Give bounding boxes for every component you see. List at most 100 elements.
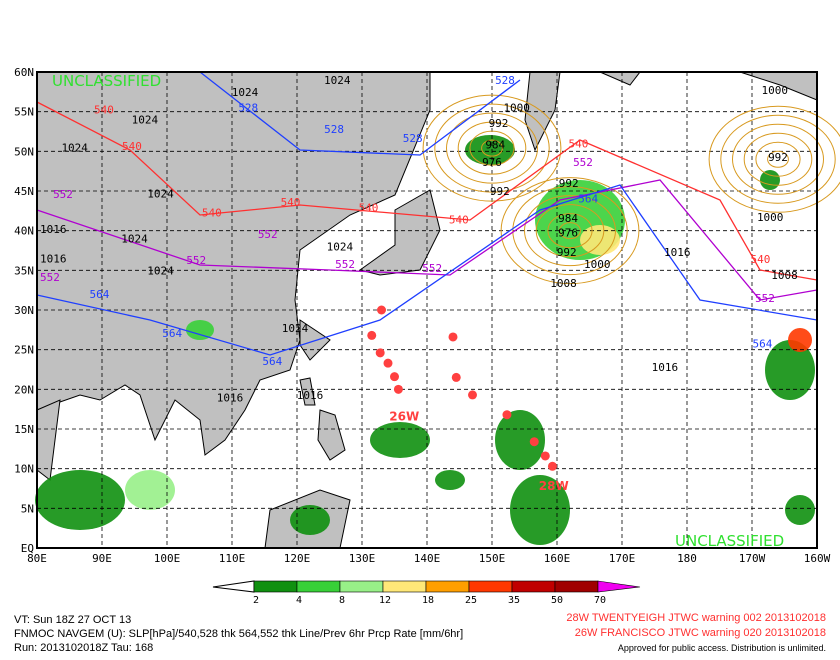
precip-area xyxy=(785,495,815,525)
colorbar-low-arrow xyxy=(212,580,255,593)
lat-tick-label: 55N xyxy=(14,106,34,119)
slp-label: 1024 xyxy=(147,264,174,277)
lon-tick-label: 140E xyxy=(414,552,441,565)
lon-tick-label: 180 xyxy=(677,552,697,565)
thickness-label: 540 xyxy=(202,206,222,219)
precip-area xyxy=(290,505,330,535)
slp-label: 1024 xyxy=(132,114,159,127)
colorbar-tick-label: 8 xyxy=(339,595,345,606)
thickness-contour xyxy=(36,184,818,356)
isobar xyxy=(720,114,836,204)
thickness-label: 552 xyxy=(335,258,355,271)
slp-label: 1000 xyxy=(762,84,789,97)
colorbar-segment xyxy=(511,580,556,593)
isobar xyxy=(500,177,640,285)
colorbar-segment xyxy=(382,580,427,593)
lon-tick-label: 100E xyxy=(154,552,181,565)
thickness-label: 552 xyxy=(755,292,775,305)
slp-label: 1016 xyxy=(297,389,324,402)
thickness-label: 552 xyxy=(53,188,73,201)
colorbar-segment xyxy=(425,580,470,593)
thickness-label: 540 xyxy=(359,202,379,215)
colorbar-segment xyxy=(554,580,599,593)
thickness-label: 528 xyxy=(403,132,423,145)
slp-label: 1024 xyxy=(121,233,148,246)
isobar xyxy=(481,139,503,157)
thickness-contour xyxy=(36,179,818,301)
colorbar-tick-label: 70 xyxy=(594,595,606,606)
storm-track-icon xyxy=(367,330,377,340)
lon-tick-label: 150E xyxy=(479,552,506,565)
colorbar-tick-label: 2 xyxy=(253,595,259,606)
thickness-contour xyxy=(36,101,818,281)
lat-tick-label: EQ xyxy=(21,542,34,555)
thickness-label: 540 xyxy=(569,137,589,150)
lat-tick-label: 25N xyxy=(14,344,34,357)
thickness-label: 540 xyxy=(751,253,771,266)
precip-area xyxy=(788,328,812,352)
slp-label: 1024 xyxy=(232,86,259,99)
storm-track-icon xyxy=(502,410,512,420)
colorbar-tick-label: 4 xyxy=(296,595,302,606)
lon-tick-label: 120E xyxy=(284,552,311,565)
thickness-label: 528 xyxy=(238,101,258,114)
land-mass xyxy=(299,377,316,406)
isobar xyxy=(512,186,628,276)
storm-track-icon xyxy=(393,384,403,394)
slp-label: 1000 xyxy=(584,258,611,271)
storm-track-icon xyxy=(547,461,557,471)
precip-area xyxy=(435,470,465,490)
lon-tick-label: 170E xyxy=(609,552,636,565)
slp-label: 1024 xyxy=(327,241,354,254)
precip-area xyxy=(510,475,570,545)
colorbar-tick-label: 25 xyxy=(465,595,477,606)
lat-tick-label: 15N xyxy=(14,423,34,436)
slp-label: 1024 xyxy=(324,74,351,87)
lat-tick-label: 5N xyxy=(21,502,34,515)
storm-track-icon xyxy=(451,372,461,382)
lat-tick-label: 10N xyxy=(14,463,34,476)
lon-tick-label: 130E xyxy=(349,552,376,565)
thickness-contour xyxy=(199,71,521,156)
thickness-label: 528 xyxy=(495,74,515,87)
slp-label: 1016 xyxy=(40,252,67,265)
slp-label: 1000 xyxy=(503,102,530,115)
storm-track-icon xyxy=(383,358,393,368)
slp-label: 992 xyxy=(768,151,788,164)
lat-tick-label: 40N xyxy=(14,225,34,238)
lat-tick-label: 20N xyxy=(14,383,34,396)
thickness-label: 528 xyxy=(324,123,344,136)
slp-label: 1008 xyxy=(771,269,798,282)
model-description: FNMOC NAVGEM (U): SLP[hPa]/540,528 thk 5… xyxy=(14,628,464,640)
run-info: Run: 2013102018Z Tau: 168 xyxy=(14,642,154,654)
storm-track-icon xyxy=(529,437,539,447)
precip-area xyxy=(760,170,780,190)
precip-area xyxy=(125,470,175,510)
isobar xyxy=(535,204,605,258)
slp-label: 992 xyxy=(557,246,577,259)
precip-area xyxy=(186,320,214,340)
lon-tick-label: 110E xyxy=(219,552,246,565)
map-frame xyxy=(36,71,818,549)
isobar xyxy=(524,195,616,267)
slp-label: 976 xyxy=(482,156,502,169)
lat-tick-label: 50N xyxy=(14,145,34,158)
valid-time: VT: Sun 18Z 27 OCT 13 xyxy=(14,614,132,626)
precip-area xyxy=(465,135,515,165)
thickness-label: 564 xyxy=(752,337,772,350)
precip-area xyxy=(35,470,125,530)
land-mass xyxy=(36,71,431,456)
colorbar-tick-label: 35 xyxy=(508,595,520,606)
colorbar-segment xyxy=(468,580,513,593)
lon-tick-label: 160E xyxy=(544,552,571,565)
lon-tick-label: 90E xyxy=(92,552,112,565)
colorbar-segment xyxy=(339,580,384,593)
thickness-label: 540 xyxy=(94,103,114,116)
isobar xyxy=(446,112,538,184)
isobar xyxy=(708,105,840,213)
lat-tick-label: 45N xyxy=(14,185,34,198)
lon-tick-label: 170W xyxy=(739,552,766,565)
thickness-label: 540 xyxy=(281,196,301,209)
